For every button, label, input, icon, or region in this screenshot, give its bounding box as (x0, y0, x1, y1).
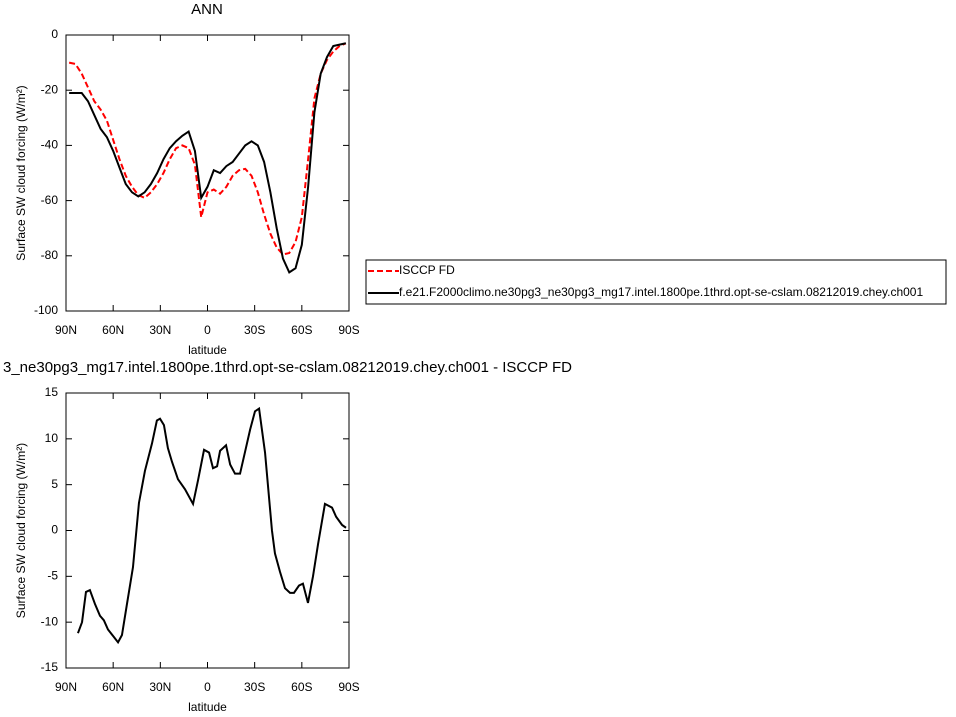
x-axis-label: latitude (188, 700, 227, 714)
x-tick-label: 90S (338, 680, 359, 694)
x-tick-label: 60S (291, 680, 312, 694)
y-tick-label: -80 (41, 248, 59, 262)
x-tick-label: 30S (244, 323, 265, 337)
y-tick-label: 0 (51, 523, 58, 537)
plot-frame (65, 392, 350, 669)
y-tick-label: -40 (41, 138, 59, 152)
data-line (68, 42, 347, 256)
legend-box (365, 259, 947, 305)
x-tick-label: 0 (204, 680, 211, 694)
x-tick-label: 60S (291, 323, 312, 337)
y-tick-label: 15 (45, 385, 59, 399)
x-tick-label: 90N (55, 323, 77, 337)
chart-title: 3_ne30pg3_mg17.intel.1800pe.1thrd.opt-se… (3, 359, 572, 376)
x-tick-label: 30N (149, 323, 171, 337)
legend-label: ISCCP FD (399, 263, 455, 277)
x-tick-label: 60N (102, 323, 124, 337)
data-line (69, 42, 347, 274)
x-tick-label: 90N (55, 680, 77, 694)
chart-title: ANN (191, 1, 223, 18)
y-tick-label: 10 (45, 431, 59, 445)
x-tick-label: 90S (338, 323, 359, 337)
legend-label: f.e21.F2000climo.ne30pg3_ne30pg3_mg17.in… (399, 285, 923, 299)
x-tick-label: 30N (149, 680, 171, 694)
y-tick-label: -15 (41, 660, 59, 674)
y-axis-label: Surface SW cloud forcing (W/m²) (14, 443, 28, 618)
y-tick-label: -100 (34, 303, 58, 317)
x-tick-label: 60N (102, 680, 124, 694)
y-tick-label: 5 (51, 477, 58, 491)
y-tick-label: -5 (47, 569, 58, 583)
y-tick-label: 0 (51, 27, 58, 41)
y-tick-label: -60 (41, 193, 59, 207)
y-tick-label: -20 (41, 82, 59, 96)
x-axis-label: latitude (188, 343, 227, 357)
y-axis-label: Surface SW cloud forcing (W/m²) (14, 85, 28, 260)
x-tick-label: 30S (244, 680, 265, 694)
x-tick-label: 0 (204, 323, 211, 337)
plot-frame (65, 34, 350, 312)
y-tick-label: -10 (41, 614, 59, 628)
data-line (77, 406, 347, 645)
